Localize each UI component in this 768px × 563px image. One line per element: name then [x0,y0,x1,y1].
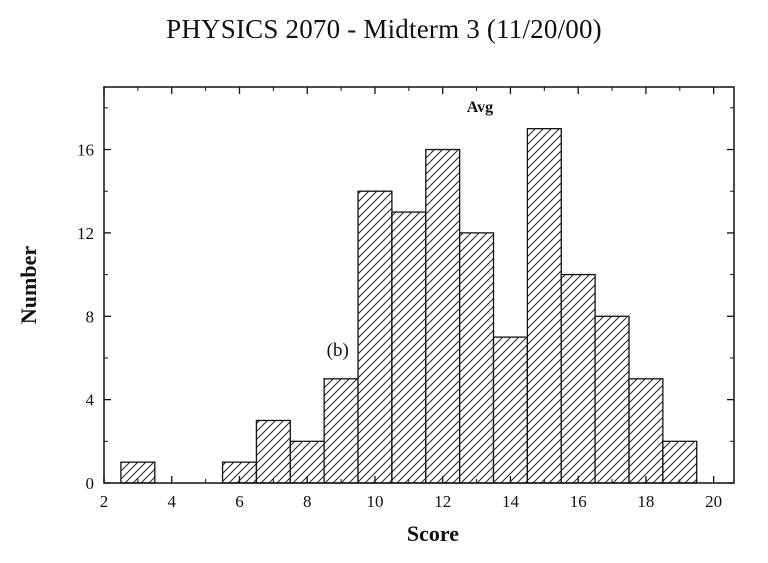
histogram-bar [492,336,529,484]
y-tick-label: 0 [86,474,95,493]
histogram-bar [425,148,461,484]
x-tick-label: 18 [637,492,654,511]
histogram-bar [323,378,359,484]
histogram-bar [458,232,495,484]
avg-annotation: Avg [467,99,493,116]
x-tick-label: 4 [167,492,176,511]
x-tick-label: 16 [570,492,587,511]
histogram-bar [357,190,393,484]
x-tick-label: 2 [100,492,109,511]
histogram-bar [526,128,562,484]
y-tick-label: 8 [86,307,95,326]
histogram-bar [662,440,698,484]
chart-title: PHYSICS 2070 - Midterm 3 (11/20/00) [166,14,602,44]
y-axis-title: Number [16,246,41,324]
histogram-bar [628,378,664,484]
x-tick-label: 10 [366,492,383,511]
histogram-bar [594,315,630,484]
x-tick-label: 14 [502,492,520,511]
plot-frame [103,86,735,484]
x-tick-label: 6 [235,492,244,511]
x-tick-label: 8 [303,492,312,511]
x-tick-label: 12 [434,492,451,511]
histogram-bar [255,419,291,484]
y-tick-label: 12 [77,224,94,243]
y-tick-label: 4 [86,391,95,410]
histogram-bar [560,273,596,484]
histogram-bar [391,211,427,484]
y-tick-label: 16 [77,141,94,160]
x-axis-title: Score [407,521,459,546]
b-annotation: (b) [327,340,349,361]
x-tick-label: 20 [705,492,722,511]
